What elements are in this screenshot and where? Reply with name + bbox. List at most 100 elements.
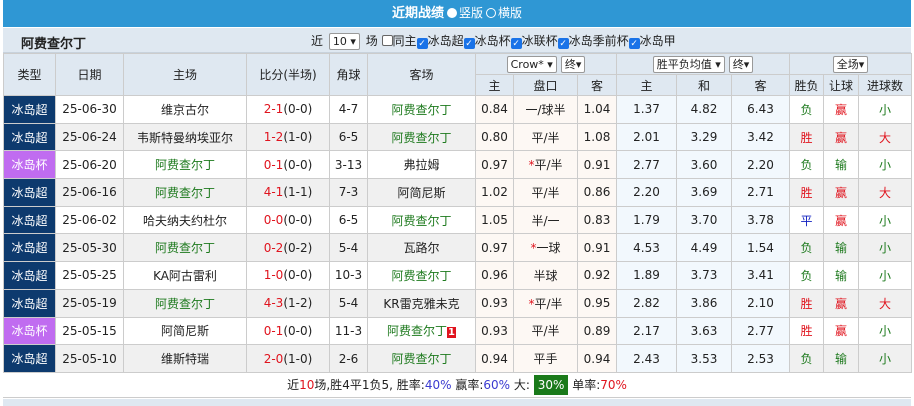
away-team-name[interactable]: 阿费查尔丁 [391, 130, 452, 145]
home-team-name[interactable]: 阿费查尔丁 [154, 241, 215, 256]
score[interactable]: 4-1(1-1) [246, 178, 330, 207]
away-team-name[interactable]: 阿费查尔丁 [391, 268, 452, 283]
radio-vertical[interactable] [446, 8, 457, 18]
table-row[interactable]: 冰岛超 25-05-30 阿费查尔丁 0-2(0-2) 5-4 瓦路尔 0.97… [3, 233, 913, 263]
home-team-name[interactable]: KA阿古雷利 [153, 268, 217, 283]
ah-result: 赢 [823, 178, 859, 207]
odds-away: 3.41 [731, 261, 790, 290]
home-team[interactable]: 哈夫纳夫约杜尔 [123, 205, 247, 235]
away-team-name[interactable]: KR雷克雅未克 [383, 296, 460, 311]
league-checkbox[interactable]: ✓ [416, 38, 428, 49]
score[interactable]: 0-1(0-0) [246, 316, 330, 346]
subcol-header: 盘口 [513, 74, 578, 96]
away-team[interactable]: 阿费查尔丁 [367, 95, 476, 124]
avg-end-select[interactable]: 终▾ [728, 55, 754, 73]
away-team[interactable]: 弗拉姆 [367, 150, 476, 180]
home-team-name[interactable]: 阿简尼斯 [160, 324, 209, 339]
home-team-name[interactable]: 韦斯特曼纳埃亚尔 [136, 130, 233, 145]
home-team-name[interactable]: 阿费查尔丁 [154, 185, 215, 200]
table-row[interactable]: 冰岛杯 25-06-20 阿费查尔丁 0-1(0-0) 3-13 弗拉姆 0.9… [3, 150, 913, 180]
league-badge[interactable]: 冰岛超 [3, 95, 56, 124]
away-team[interactable]: 阿费查尔丁 [367, 205, 476, 235]
league-badge[interactable]: 冰岛超 [3, 205, 56, 235]
table-row[interactable]: 冰岛超 25-06-02 哈夫纳夫约杜尔 0-0(0-0) 6-5 阿费查尔丁 … [3, 205, 913, 235]
score[interactable]: 1-0(0-0) [246, 261, 330, 290]
table-row[interactable]: 冰岛超 25-06-16 阿费查尔丁 4-1(1-1) 7-3 阿简尼斯 1.0… [3, 178, 913, 207]
away-team-name[interactable]: 阿简尼斯 [397, 185, 446, 200]
home-team[interactable]: 阿费查尔丁 [123, 150, 247, 180]
away-team-name[interactable]: 阿费查尔丁 [391, 213, 452, 228]
odds-away: 3.78 [731, 205, 790, 235]
home-team[interactable]: 阿简尼斯 [123, 316, 247, 346]
result: 负 [789, 95, 824, 124]
league-badge[interactable]: 冰岛杯 [3, 316, 56, 346]
home-team[interactable]: 维斯特瑞 [123, 344, 247, 373]
home-team[interactable]: 阿费查尔丁 [123, 178, 247, 207]
match-date: 25-05-30 [55, 233, 124, 263]
table-row[interactable]: 冰岛超 25-05-19 阿费查尔丁 4-3(1-2) 5-4 KR雷克雅未克 … [3, 288, 913, 318]
score[interactable]: 0-0(0-0) [246, 205, 330, 235]
away-team[interactable]: 阿简尼斯 [367, 178, 476, 207]
match-count-select[interactable]: 10 ▾ [328, 33, 360, 50]
radio-horizontal[interactable] [486, 8, 496, 18]
col-home: 主场 [123, 53, 247, 96]
away-team[interactable]: 阿费查尔丁1 [367, 316, 476, 346]
avg-select[interactable]: 胜平负均值 ▾ [652, 55, 725, 73]
score[interactable]: 2-0(1-0) [246, 344, 330, 373]
home-team-name[interactable]: 维斯特瑞 [160, 352, 209, 367]
league-badge[interactable]: 冰岛超 [3, 233, 56, 263]
league-badge[interactable]: 冰岛超 [3, 261, 56, 290]
ah-home-odds: 0.94 [475, 344, 514, 373]
ah-line-value: 平/半 [531, 185, 560, 200]
scope-select[interactable]: 全场▾ [832, 55, 869, 73]
league-badge[interactable]: 冰岛超 [3, 122, 56, 152]
home-team-name[interactable]: 阿费查尔丁 [154, 158, 215, 173]
home-team[interactable]: 阿费查尔丁 [123, 233, 247, 263]
score[interactable]: 4-3(1-2) [246, 288, 330, 318]
league-checkbox[interactable]: ✓ [557, 38, 569, 49]
table-row[interactable]: 冰岛超 25-05-25 KA阿古雷利 1-0(0-0) 10-3 阿费查尔丁 … [3, 261, 913, 290]
ah-line: 一/球半 [513, 95, 578, 124]
table-row[interactable]: 冰岛超 25-05-10 维斯特瑞 2-0(1-0) 2-6 阿费查尔丁 0.9… [3, 344, 913, 373]
league-badge[interactable]: 冰岛超 [3, 178, 56, 207]
company-select[interactable]: Crow* ▾ [506, 55, 557, 73]
odds-away: 2.20 [731, 150, 790, 180]
league-badge[interactable]: 冰岛超 [3, 344, 56, 373]
score[interactable]: 0-2(0-2) [246, 233, 330, 263]
table-row[interactable]: 冰岛杯 25-05-15 阿简尼斯 0-1(0-0) 11-3 阿费查尔丁1 0… [3, 316, 913, 346]
league-badge[interactable]: 冰岛超 [3, 288, 56, 318]
away-team[interactable]: 阿费查尔丁 [367, 261, 476, 290]
score[interactable]: 1-2(1-0) [246, 122, 330, 152]
league-checkbox[interactable]: ✓ [510, 38, 522, 49]
full-time-score: 1-0 [263, 268, 284, 283]
same-home-checkbox[interactable] [381, 35, 393, 46]
league-checkbox[interactable]: ✓ [463, 38, 475, 49]
league-badge[interactable]: 冰岛杯 [3, 150, 56, 180]
home-team-name[interactable]: 哈夫纳夫约杜尔 [142, 213, 227, 228]
match-date: 25-05-15 [55, 316, 124, 346]
half-time-score: (0-0) [283, 157, 313, 172]
home-team-name[interactable]: 阿费查尔丁 [154, 296, 215, 311]
score[interactable]: 2-1(0-0) [246, 95, 330, 124]
company-end-select[interactable]: 终▾ [560, 55, 586, 73]
league-checkbox[interactable]: ✓ [628, 38, 640, 49]
away-team-name[interactable]: 阿费查尔丁 [387, 324, 448, 339]
ou-result: 小 [857, 150, 913, 180]
score[interactable]: 0-1(0-0) [246, 150, 330, 180]
home-team[interactable]: 韦斯特曼纳埃亚尔 [123, 122, 247, 152]
away-team[interactable]: 阿费查尔丁 [367, 344, 476, 373]
table-row[interactable]: 冰岛超 25-06-24 韦斯特曼纳埃亚尔 1-2(1-0) 6-5 阿费查尔丁… [3, 122, 913, 152]
away-team-name[interactable]: 弗拉姆 [403, 158, 440, 173]
home-team[interactable]: 阿费查尔丁 [123, 288, 247, 318]
away-team[interactable]: 阿费查尔丁 [367, 122, 476, 152]
home-team[interactable]: KA阿古雷利 [123, 261, 247, 290]
away-team-name[interactable]: 阿费查尔丁 [391, 102, 452, 117]
away-team-name[interactable]: 阿费查尔丁 [391, 352, 452, 367]
away-team-name[interactable]: 瓦路尔 [403, 241, 440, 256]
home-team[interactable]: 维京古尔 [123, 95, 247, 124]
away-team[interactable]: KR雷克雅未克 [367, 288, 476, 318]
home-team-name[interactable]: 维京古尔 [160, 102, 209, 117]
odds-away: 1.54 [731, 233, 790, 263]
table-row[interactable]: 冰岛超 25-06-30 维京古尔 2-1(0-0) 4-7 阿费查尔丁 0.8… [3, 95, 913, 124]
away-team[interactable]: 瓦路尔 [367, 233, 476, 263]
